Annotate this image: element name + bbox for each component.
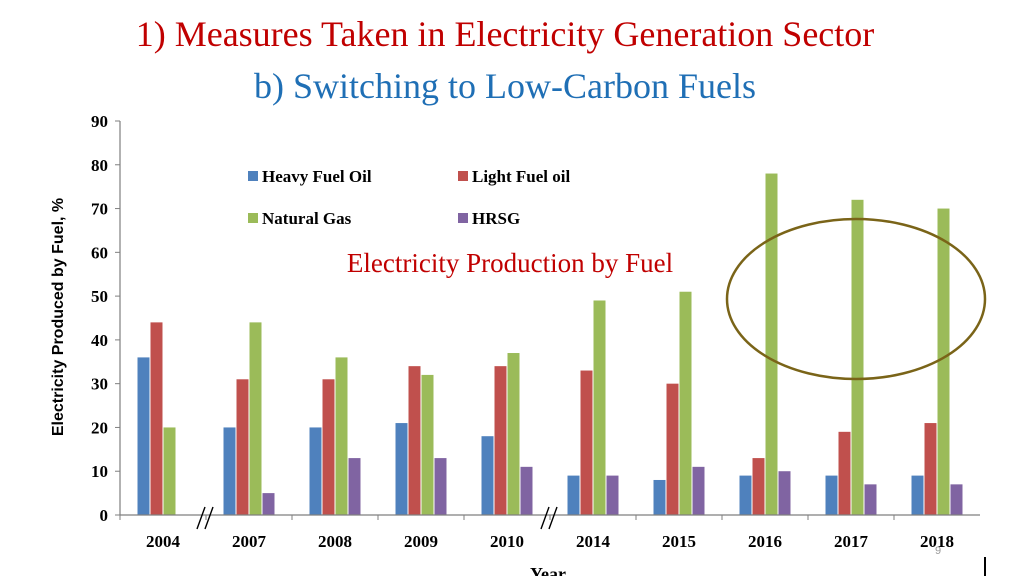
x-tick-label: 2015 — [662, 532, 696, 551]
highlight-ellipse — [725, 217, 987, 381]
y-axis-ticks: 0 10 20 30 40 50 60 70 80 90 — [91, 112, 120, 525]
y-axis-label: Electricity Produced by Fuel, % — [50, 198, 67, 436]
bar-natural-gas-2014 — [593, 300, 606, 515]
bar-heavy-fuel-oil-2018 — [911, 475, 924, 515]
axis-break-stroke — [548, 506, 558, 530]
x-tick-label: 2017 — [834, 532, 869, 551]
bar-hrsg-2009 — [434, 458, 447, 515]
axis-break-stroke — [204, 506, 214, 530]
bar-hrsg-2014 — [606, 475, 619, 515]
y-tick-label: 40 — [91, 331, 108, 350]
bar-natural-gas-2010 — [507, 353, 520, 515]
bar-light-fuel-oil-2015 — [666, 383, 679, 515]
x-tick-label: 2009 — [404, 532, 438, 551]
x-axis-label: Year — [530, 564, 566, 576]
x-tick-label: 2008 — [318, 532, 352, 551]
chart-annotation: Electricity Production by Fuel — [347, 248, 673, 278]
y-tick-label: 70 — [91, 200, 108, 219]
bar-natural-gas-2015 — [679, 291, 692, 515]
bar-natural-gas-2008 — [335, 357, 348, 515]
bar-light-fuel-oil-2009 — [408, 366, 421, 515]
x-tick-label: 2014 — [576, 532, 611, 551]
bar-light-fuel-oil-2018 — [924, 423, 937, 515]
y-tick-label: 50 — [91, 287, 108, 306]
bar-heavy-fuel-oil-2004 — [137, 357, 150, 515]
slide-title: 1) Measures Taken in Electricity Generat… — [135, 14, 875, 54]
slide-subtitle: b) Switching to Low-Carbon Fuels — [254, 66, 756, 106]
y-tick-label: 30 — [91, 375, 108, 394]
x-tick-label: 2018 — [920, 532, 954, 551]
bar-hrsg-2008 — [348, 458, 361, 515]
bar-heavy-fuel-oil-2015 — [653, 479, 666, 515]
legend-swatch-heavy-fuel-oil — [248, 171, 258, 181]
y-tick-label: 20 — [91, 418, 108, 437]
bar-heavy-fuel-oil-2010 — [481, 436, 494, 515]
legend-swatch-natural-gas — [248, 213, 258, 223]
bar-heavy-fuel-oil-2007 — [223, 427, 236, 515]
legend: Heavy Fuel Oil Light Fuel oil Natural Gas H… — [248, 167, 571, 228]
legend-label-heavy-fuel-oil: Heavy Fuel Oil — [262, 167, 372, 186]
legend-swatch-light-fuel-oil — [458, 171, 468, 181]
y-tick-label: 80 — [91, 156, 108, 175]
legend-label-natural-gas: Natural Gas — [262, 209, 352, 228]
bar-heavy-fuel-oil-2017 — [825, 475, 838, 515]
bar-heavy-fuel-oil-2009 — [395, 423, 408, 515]
y-tick-label: 90 — [91, 112, 108, 131]
bar-natural-gas-2017 — [851, 199, 864, 516]
axis-break-mark — [196, 506, 214, 530]
legend-label-light-fuel-oil: Light Fuel oil — [472, 167, 571, 186]
x-axis-ticks: 2004 2007 2008 2009 2010 2014 2015 2016 2017 2018 — [119, 506, 954, 551]
bar-hrsg-2015 — [692, 466, 705, 515]
bar-light-fuel-oil-2010 — [494, 366, 507, 515]
y-tick-label: 10 — [91, 462, 108, 481]
y-tick-label: 60 — [91, 243, 108, 262]
page-number: 9 — [935, 545, 942, 557]
bar-heavy-fuel-oil-2016 — [739, 475, 752, 515]
bar-light-fuel-oil-2007 — [236, 379, 249, 515]
bar-hrsg-2018 — [950, 484, 963, 515]
bar-natural-gas-2016 — [765, 173, 778, 516]
bar-series-group — [137, 173, 963, 516]
bar-light-fuel-oil-2004 — [150, 322, 163, 515]
bar-natural-gas-2018 — [937, 208, 950, 516]
x-tick-label: 2004 — [146, 532, 181, 551]
bar-hrsg-2017 — [864, 484, 877, 515]
bar-natural-gas-2007 — [249, 322, 262, 515]
bar-light-fuel-oil-2008 — [322, 379, 335, 515]
legend-swatch-hrsg — [458, 213, 468, 223]
bar-heavy-fuel-oil-2008 — [309, 427, 322, 515]
bar-natural-gas-2004 — [163, 427, 176, 515]
bar-light-fuel-oil-2017 — [838, 431, 851, 515]
axis-break-stroke — [540, 506, 550, 530]
bar-heavy-fuel-oil-2014 — [567, 475, 580, 515]
slide-edge-mark — [984, 557, 986, 576]
x-tick-label: 2007 — [232, 532, 267, 551]
y-tick-label: 0 — [100, 506, 109, 525]
bar-hrsg-2007 — [262, 493, 275, 515]
x-tick-label: 2016 — [748, 532, 782, 551]
bar-light-fuel-oil-2016 — [752, 458, 765, 515]
axis-break-stroke — [196, 506, 206, 530]
bar-hrsg-2010 — [520, 466, 533, 515]
axis-break-mark — [540, 506, 558, 530]
x-tick-label: 2010 — [490, 532, 524, 551]
legend-label-hrsg: HRSG — [472, 209, 520, 228]
bar-natural-gas-2009 — [421, 374, 434, 515]
bar-hrsg-2016 — [778, 471, 791, 515]
bar-light-fuel-oil-2014 — [580, 370, 593, 515]
